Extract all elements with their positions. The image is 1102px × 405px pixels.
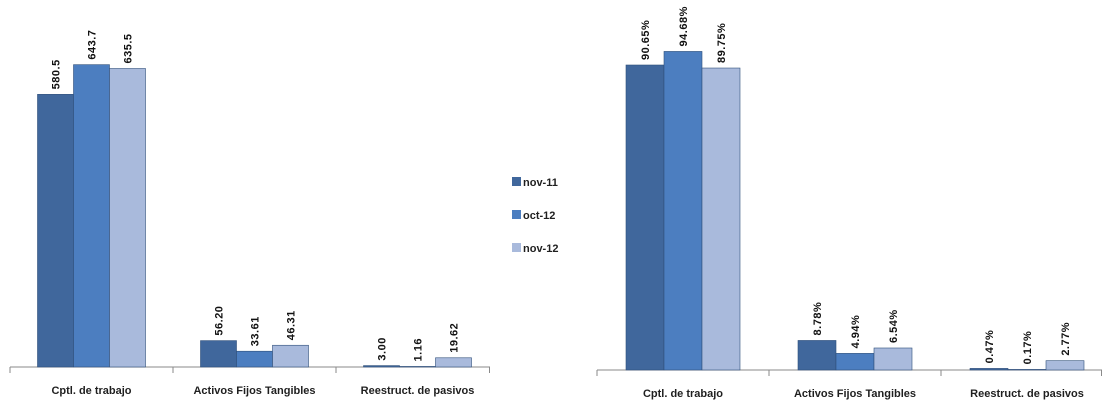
data-label: 56.20 xyxy=(214,306,226,336)
bar-oct-12 xyxy=(236,350,273,368)
bar-oct-12 xyxy=(73,64,110,368)
bar-oct-12 xyxy=(399,366,436,368)
bar-nov-11 xyxy=(797,340,837,371)
bar-nov-12 xyxy=(109,68,146,368)
data-label: 643.7 xyxy=(87,30,99,60)
category-label: Activos Fijos Tangibles xyxy=(193,385,315,397)
bar-nov-11 xyxy=(625,64,665,371)
bar-nov-11 xyxy=(969,368,1009,371)
legend-label-oct-12: oct-12 xyxy=(523,210,555,222)
chart-amounts: 580.5 643.7 635.5 Cptl. de trabajo 56.20 33.6… xyxy=(9,30,490,397)
bar-nov-11 xyxy=(37,94,74,368)
data-label: 580.5 xyxy=(51,59,63,89)
bar-oct-12 xyxy=(663,51,703,371)
data-label: 94.68% xyxy=(678,6,690,46)
legend-swatch-oct-12 xyxy=(512,210,521,219)
bar-nov-12 xyxy=(873,347,913,371)
data-label: 3.00 xyxy=(377,337,389,360)
data-label: 635.5 xyxy=(123,33,135,63)
data-label: 2.77% xyxy=(1060,322,1072,356)
bar-nov-12 xyxy=(701,67,741,371)
category-label: Cptl. de trabajo xyxy=(51,385,131,397)
data-label: 33.61 xyxy=(250,316,262,346)
chart-percentages: 90.65% 94.68% 89.75% Cptl. de trabajo 8.78% 4… xyxy=(596,6,1102,400)
data-label: 89.75% xyxy=(716,23,728,63)
legend-label-nov-11: nov-11 xyxy=(523,177,558,189)
category-label: Reestruct. de pasivos xyxy=(361,385,475,397)
data-label: 46.31 xyxy=(286,310,298,340)
category-label: Cptl. de trabajo xyxy=(643,388,723,400)
data-label: 0.47% xyxy=(984,330,996,364)
legend: nov-11 oct-12 nov-12 xyxy=(512,177,558,255)
legend-swatch-nov-12 xyxy=(512,243,521,252)
category-label: Activos Fijos Tangibles xyxy=(794,388,916,400)
data-label: 0.17% xyxy=(1022,331,1034,365)
bar-nov-11 xyxy=(363,365,400,368)
bar-nov-11 xyxy=(200,340,237,368)
data-label: 19.62 xyxy=(449,323,461,353)
data-label: 90.65% xyxy=(640,20,652,60)
data-label: 1.16 xyxy=(413,338,425,361)
data-label: 4.94% xyxy=(850,315,862,349)
bar-nov-12 xyxy=(272,344,309,368)
bar-oct-12 xyxy=(1007,369,1047,371)
bar-oct-12 xyxy=(835,353,875,371)
legend-swatch-nov-11 xyxy=(512,177,521,186)
bar-nov-12 xyxy=(435,357,472,368)
data-label: 8.78% xyxy=(812,302,824,336)
data-label: 6.54% xyxy=(888,309,900,343)
legend-label-nov-12: nov-12 xyxy=(523,243,558,255)
bar-nov-12 xyxy=(1045,360,1085,371)
category-label: Reestruct. de pasivos xyxy=(970,388,1084,400)
